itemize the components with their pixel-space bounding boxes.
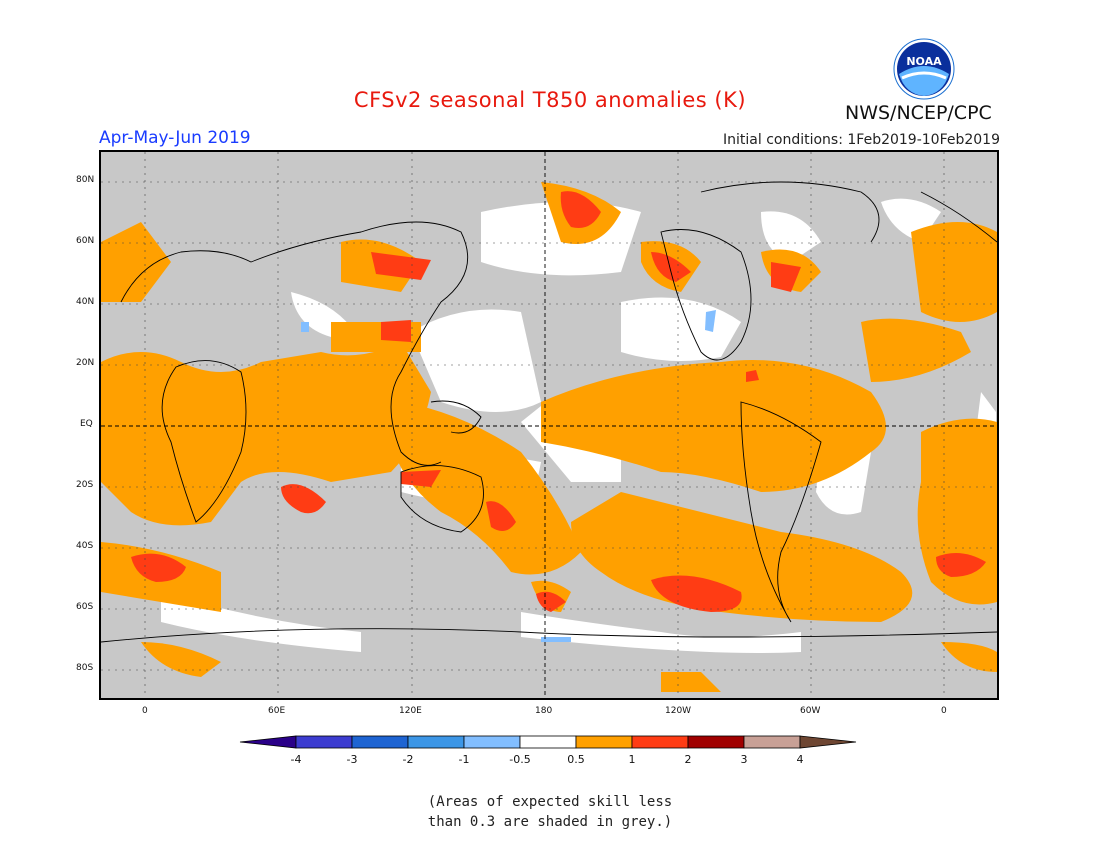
cool-anomaly-negative (301, 310, 716, 642)
initial-conditions: Initial conditions: 1Feb2019-10Feb2019 (723, 132, 1000, 148)
colorbar-tick-label: 0.5 (567, 753, 585, 766)
lat-label: EQ (80, 419, 93, 429)
lat-label: 20S (76, 480, 94, 490)
agency-label: NWS/NCEP/CPC (845, 102, 992, 124)
forecast-period: Apr-May-Jun 2019 (99, 128, 251, 148)
colorbar-tick-label: 2 (685, 753, 692, 766)
colorbar-segment (351, 735, 409, 749)
lon-label: 180 (535, 706, 553, 716)
colorbar-tick-label: 4 (797, 753, 804, 766)
skill-note-line2: than 0.3 are shaded in grey.) (427, 814, 673, 830)
map-frame (99, 150, 999, 700)
colorbar-arrow-right (799, 735, 857, 749)
colorbar-arrow-left (239, 735, 297, 749)
lon-label: 0 (142, 706, 148, 716)
graticule (101, 152, 997, 698)
lat-label: 40S (76, 541, 94, 551)
lon-label: 0 (941, 706, 947, 716)
skill-note-line1: (Areas of expected skill less (427, 794, 673, 810)
lat-label: 80N (76, 175, 95, 185)
colorbar-tick-label: -3 (347, 753, 358, 766)
colorbar-segment (295, 735, 353, 749)
colorbar-tick-label: -1 (459, 753, 470, 766)
lat-label: 80S (76, 663, 94, 673)
colorbar-segment (519, 735, 577, 749)
colorbar-ticks: -4 -3 -2 -1 -0.5 0.5 1 2 3 4 (291, 753, 804, 766)
lat-label: 20N (76, 358, 95, 368)
lat-label: 60S (76, 602, 94, 612)
colorbar-tick-label: 3 (741, 753, 748, 766)
lon-label: 60W (800, 706, 821, 716)
lon-label: 120E (399, 706, 422, 716)
chart-title: CFSv2 seasonal T850 anomalies (K) (353, 88, 747, 112)
skill-note: (Areas of expected skill less than 0.3 a… (0, 792, 1100, 832)
lon-label: 60E (268, 706, 286, 716)
colorbar-segment (575, 735, 633, 749)
colorbar-segment (463, 735, 521, 749)
colorbar-tick-label: 1 (629, 753, 636, 766)
lat-label: 40N (76, 297, 95, 307)
colorbar: -4 -3 -2 -1 -0.5 0.5 1 2 3 4 (239, 735, 857, 766)
noaa-logo: NOAA (893, 38, 955, 100)
colorbar-segment (687, 735, 745, 749)
colorbar-segment (631, 735, 689, 749)
coastlines (100, 181, 998, 643)
equator-dateline (101, 152, 997, 698)
colorbar-segment (407, 735, 465, 749)
colorbar-tick-label: -4 (291, 753, 302, 766)
colorbar-segments (239, 735, 857, 749)
lat-label: 60N (76, 236, 95, 246)
colorbar-tick-label: -0.5 (509, 753, 530, 766)
colorbar-segment (743, 735, 801, 749)
lon-label: 120W (665, 706, 692, 716)
logo-text: NOAA (906, 55, 942, 68)
warm-anomaly-1-2 (131, 191, 986, 612)
anomaly-map (100, 152, 998, 698)
colorbar-tick-label: -2 (403, 753, 414, 766)
